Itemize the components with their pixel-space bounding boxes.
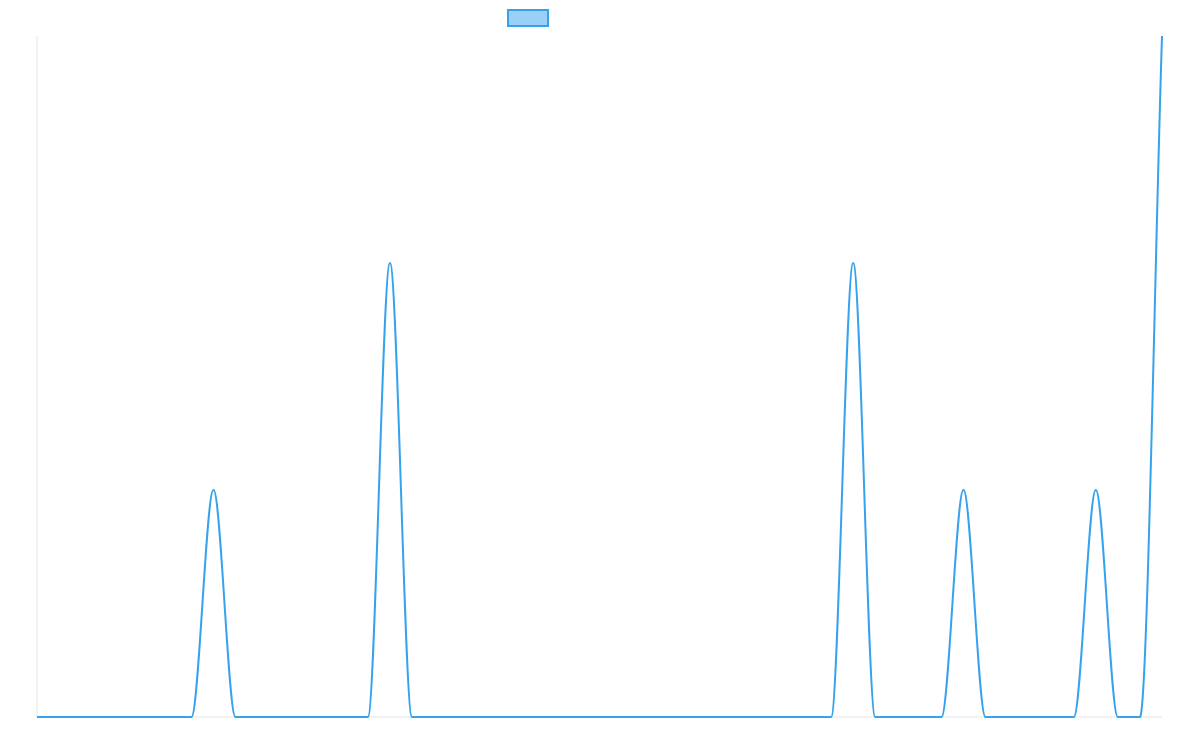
- data-point-51[interactable]: [1159, 33, 1165, 39]
- data-point-46[interactable]: [1049, 714, 1055, 720]
- data-point-33[interactable]: [762, 714, 768, 720]
- data-point-0[interactable]: [34, 714, 40, 720]
- data-point-44[interactable]: [1005, 714, 1011, 720]
- data-point-34[interactable]: [784, 714, 790, 720]
- data-point-5[interactable]: [144, 714, 150, 720]
- data-point-50[interactable]: [1137, 714, 1143, 720]
- data-point-37[interactable]: [850, 260, 856, 266]
- data-point-13[interactable]: [321, 714, 327, 720]
- data-point-48[interactable]: [1093, 487, 1099, 493]
- data-point-9[interactable]: [233, 714, 239, 720]
- data-point-35[interactable]: [806, 714, 812, 720]
- data-point-4[interactable]: [122, 714, 128, 720]
- data-point-49[interactable]: [1115, 714, 1121, 720]
- data-point-47[interactable]: [1071, 714, 1077, 720]
- data-point-10[interactable]: [255, 714, 261, 720]
- data-point-24[interactable]: [563, 714, 569, 720]
- data-point-28[interactable]: [652, 714, 658, 720]
- data-point-19[interactable]: [453, 714, 459, 720]
- series-group: [36, 35, 1163, 719]
- data-point-6[interactable]: [166, 714, 172, 720]
- data-point-1[interactable]: [56, 714, 62, 720]
- data-point-43[interactable]: [983, 714, 989, 720]
- legend-swatch[interactable]: [507, 9, 549, 27]
- data-point-14[interactable]: [343, 714, 349, 720]
- data-point-42[interactable]: [960, 487, 966, 493]
- legend[interactable]: [507, 9, 549, 27]
- data-point-39[interactable]: [894, 714, 900, 720]
- data-point-29[interactable]: [674, 714, 680, 720]
- data-point-36[interactable]: [828, 714, 834, 720]
- data-point-32[interactable]: [740, 714, 746, 720]
- series-line-0: [36, 35, 1163, 719]
- data-point-40[interactable]: [916, 714, 922, 720]
- data-point-2[interactable]: [78, 714, 84, 720]
- data-point-15[interactable]: [365, 714, 371, 720]
- data-point-16[interactable]: [387, 260, 393, 266]
- data-point-21[interactable]: [497, 714, 503, 720]
- data-point-30[interactable]: [696, 714, 702, 720]
- data-point-11[interactable]: [277, 714, 283, 720]
- data-point-27[interactable]: [630, 714, 636, 720]
- data-point-18[interactable]: [431, 714, 437, 720]
- data-point-25[interactable]: [585, 714, 591, 720]
- data-point-12[interactable]: [299, 714, 305, 720]
- data-point-17[interactable]: [409, 714, 415, 720]
- data-point-45[interactable]: [1027, 714, 1033, 720]
- data-point-7[interactable]: [188, 714, 194, 720]
- data-point-41[interactable]: [938, 714, 944, 720]
- data-point-26[interactable]: [608, 714, 614, 720]
- data-point-22[interactable]: [519, 714, 525, 720]
- data-point-38[interactable]: [872, 714, 878, 720]
- data-point-3[interactable]: [100, 714, 106, 720]
- data-point-31[interactable]: [718, 714, 724, 720]
- data-point-20[interactable]: [475, 714, 481, 720]
- data-point-23[interactable]: [541, 714, 547, 720]
- points-group: [34, 33, 1165, 720]
- data-point-8[interactable]: [210, 487, 216, 493]
